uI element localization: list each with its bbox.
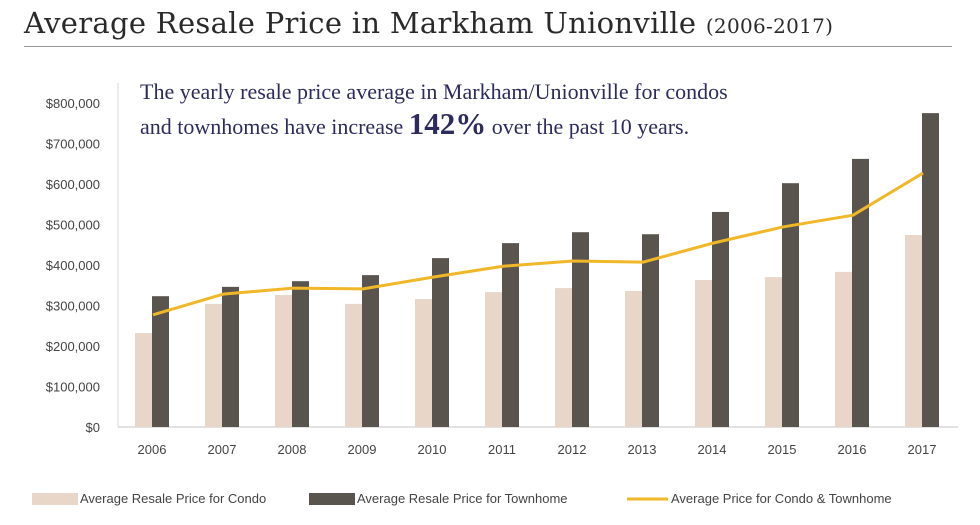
x-tick-label: 2014 — [698, 442, 727, 457]
x-tick-label: 2010 — [418, 442, 447, 457]
bar-condo-2009 — [345, 303, 362, 427]
bar-townhome-2017 — [922, 113, 939, 427]
x-tick-label: 2008 — [278, 442, 307, 457]
bar-townhome-2013 — [642, 234, 659, 427]
chart-title: Average Resale Price in Markham Unionvil… — [24, 6, 833, 40]
bar-townhome-2006 — [152, 296, 169, 427]
bar-condo-2012 — [555, 288, 572, 427]
bar-townhome-2014 — [712, 211, 729, 427]
x-tick-label: 2017 — [908, 442, 937, 457]
y-tick-label: $100,000 — [46, 380, 100, 395]
bar-townhome-2011 — [502, 243, 519, 427]
title-main: Average Resale Price in Markham Unionvil… — [24, 6, 697, 40]
bar-condo-2017 — [905, 235, 922, 427]
y-tick-label: $300,000 — [46, 299, 100, 314]
x-tick-label: 2015 — [768, 442, 797, 457]
bar-townhome-2012 — [572, 232, 589, 427]
bar-condo-2015 — [765, 277, 782, 427]
line-average — [152, 171, 924, 317]
y-tick-label: $600,000 — [46, 177, 100, 192]
legend-swatch-condo — [32, 493, 78, 505]
bar-townhome-2008 — [292, 281, 309, 427]
x-tick-label: 2012 — [558, 442, 587, 457]
bar-townhome-2007 — [222, 286, 239, 427]
x-tick-label: 2013 — [628, 442, 657, 457]
bar-condo-2013 — [625, 290, 642, 427]
y-tick-label: $700,000 — [46, 137, 100, 152]
title-years: (2006-2017) — [705, 14, 834, 38]
bar-townhome-2015 — [782, 183, 799, 427]
bar-condo-2006 — [135, 333, 152, 427]
bar-townhome-2009 — [362, 275, 379, 427]
x-tick-label: 2007 — [208, 442, 237, 457]
bar-condo-2016 — [835, 271, 852, 427]
annotation-highlight: 142% — [408, 106, 487, 141]
y-tick-label: $400,000 — [46, 258, 100, 273]
x-tick-label: 2016 — [838, 442, 867, 457]
legend-label-condo: Average Resale Price for Condo — [80, 491, 266, 506]
y-tick-label: $800,000 — [46, 96, 100, 111]
bar-condo-2011 — [485, 292, 502, 427]
legend-label-average: Average Price for Condo & Townhome — [671, 491, 892, 506]
x-tick-label: 2009 — [348, 442, 377, 457]
x-tick-label: 2006 — [138, 442, 167, 457]
y-tick-label: $0 — [86, 420, 100, 435]
annotation-text-end: over the past 10 years. — [486, 114, 690, 139]
bar-townhome-2010 — [432, 258, 449, 427]
bar-condo-2008 — [275, 294, 292, 427]
legend-swatch-townhome — [309, 493, 355, 505]
bar-condo-2007 — [205, 303, 222, 427]
x-tick-label: 2011 — [488, 442, 516, 457]
y-tick-label: $500,000 — [46, 218, 100, 233]
bar-townhome-2016 — [852, 158, 869, 427]
legend-label-townhome: Average Resale Price for Townhome — [357, 491, 568, 506]
bar-condo-2014 — [695, 279, 712, 427]
annotation: The yearly resale price average in Markh… — [140, 76, 728, 143]
annotation-text: and townhomes have increase — [140, 114, 409, 139]
annotation-line1: The yearly resale price average in Markh… — [140, 79, 728, 104]
y-tick-label: $200,000 — [46, 339, 100, 354]
title-divider — [24, 46, 952, 47]
bar-condo-2010 — [415, 299, 432, 427]
annotation-line2: and townhomes have increase 142% over th… — [140, 108, 728, 143]
